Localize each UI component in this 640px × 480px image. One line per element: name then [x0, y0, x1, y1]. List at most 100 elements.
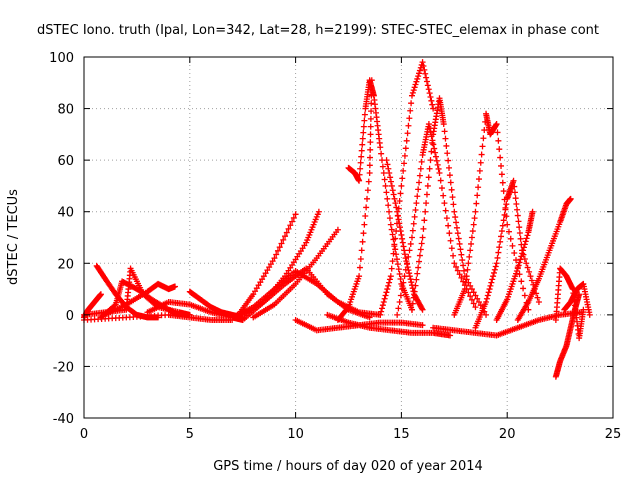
data-point-marker: [474, 295, 481, 302]
data-point-marker: [475, 298, 482, 305]
data-point-marker: [378, 308, 385, 315]
data-point-marker: [422, 70, 429, 77]
data-point-marker: [440, 192, 447, 199]
data-point-marker: [387, 221, 394, 228]
data-point-marker: [398, 231, 405, 238]
data-point-marker: [419, 234, 426, 241]
data-point-marker: [512, 195, 519, 202]
data-point-marker: [380, 170, 387, 177]
data-point-marker: [464, 266, 471, 273]
data-point-marker: [382, 182, 389, 189]
data-point-marker: [491, 266, 498, 273]
data-point-marker: [456, 240, 463, 247]
data-point-marker: [447, 237, 454, 244]
data-point-marker: [500, 188, 507, 195]
data-point-marker: [386, 276, 393, 283]
data-point-marker: [408, 306, 415, 313]
data-point-marker: [399, 175, 406, 182]
data-point-marker: [533, 290, 540, 297]
series-arc14: [292, 317, 426, 334]
series-arc29: [324, 311, 454, 339]
data-point-marker: [523, 260, 530, 267]
data-point-marker: [334, 226, 341, 233]
data-point-marker: [368, 84, 375, 91]
data-point-marker: [429, 139, 436, 146]
data-point-marker: [451, 260, 458, 267]
data-point-marker: [528, 277, 535, 284]
data-point-marker: [394, 311, 401, 318]
data-point-marker: [387, 273, 394, 280]
series-arc10: [239, 208, 322, 324]
data-point-marker: [252, 288, 259, 295]
data-point-marker: [524, 264, 531, 271]
data-point-marker: [493, 260, 500, 267]
data-point-marker: [392, 200, 399, 207]
data-point-marker: [406, 247, 413, 254]
data-point-marker: [421, 217, 428, 224]
data-point-marker: [498, 171, 505, 178]
data-point-marker: [416, 172, 423, 179]
y-tick-label: 60: [57, 154, 74, 169]
plot-frame: [83, 56, 614, 419]
y-tick-label: 100: [49, 51, 74, 66]
data-point-marker: [390, 250, 397, 257]
data-point-marker: [384, 161, 391, 168]
data-point-marker: [395, 216, 402, 223]
data-point-marker: [498, 233, 505, 240]
data-point-marker: [407, 276, 414, 283]
data-point-marker: [403, 137, 410, 144]
data-point-marker: [524, 232, 531, 239]
data-point-marker: [509, 242, 516, 249]
x-tick-label: 5: [186, 427, 194, 442]
data-point-marker: [423, 191, 430, 198]
data-point-marker: [379, 302, 386, 309]
data-point-marker: [421, 66, 428, 73]
data-point-marker: [397, 275, 404, 282]
data-point-marker: [442, 207, 449, 214]
x-axis-label: GPS time / hours of day 020 of year 2014: [213, 459, 483, 474]
data-point-marker: [426, 90, 433, 97]
data-point-marker: [471, 215, 478, 222]
data-point-marker: [390, 191, 397, 198]
data-point-marker: [455, 235, 462, 242]
data-point-marker: [520, 247, 527, 254]
data-point-marker: [401, 251, 408, 258]
data-point-marker: [445, 157, 452, 164]
data-point-marker: [468, 286, 475, 293]
data-point-marker: [472, 304, 479, 311]
series-arc23: [493, 208, 536, 324]
data-point-marker: [397, 292, 404, 299]
data-point-marker: [483, 295, 490, 302]
data-point-marker: [409, 89, 416, 96]
data-point-marker: [382, 292, 389, 299]
data-point-marker: [361, 111, 368, 118]
data-point-marker: [171, 283, 178, 290]
data-point-marker: [395, 266, 402, 273]
data-point-marker: [489, 276, 496, 283]
data-point-marker: [266, 264, 273, 271]
data-point-marker: [389, 231, 396, 238]
data-point-marker: [514, 206, 521, 213]
data-point-marker: [401, 273, 408, 280]
data-point-marker: [510, 177, 517, 184]
data-point-marker: [419, 306, 426, 313]
data-point-marker: [467, 293, 474, 300]
data-point-marker: [400, 167, 407, 174]
data-point-marker: [475, 176, 482, 183]
data-point-marker: [356, 177, 363, 184]
data-point-marker: [269, 258, 276, 265]
data-point-marker: [493, 121, 500, 128]
data-point-marker: [457, 246, 464, 253]
data-point-marker: [358, 147, 365, 154]
data-point-marker: [411, 288, 418, 295]
data-point-marker: [514, 265, 521, 272]
data-point-marker: [406, 270, 413, 277]
data-point-marker: [367, 115, 374, 122]
data-point-marker: [515, 218, 522, 225]
data-point-marker: [450, 201, 457, 208]
data-point-marker: [259, 276, 266, 283]
data-point-marker: [381, 295, 388, 302]
data-point-marker: [527, 273, 534, 280]
data-point-marker: [507, 235, 514, 242]
data-point-marker: [426, 165, 433, 172]
